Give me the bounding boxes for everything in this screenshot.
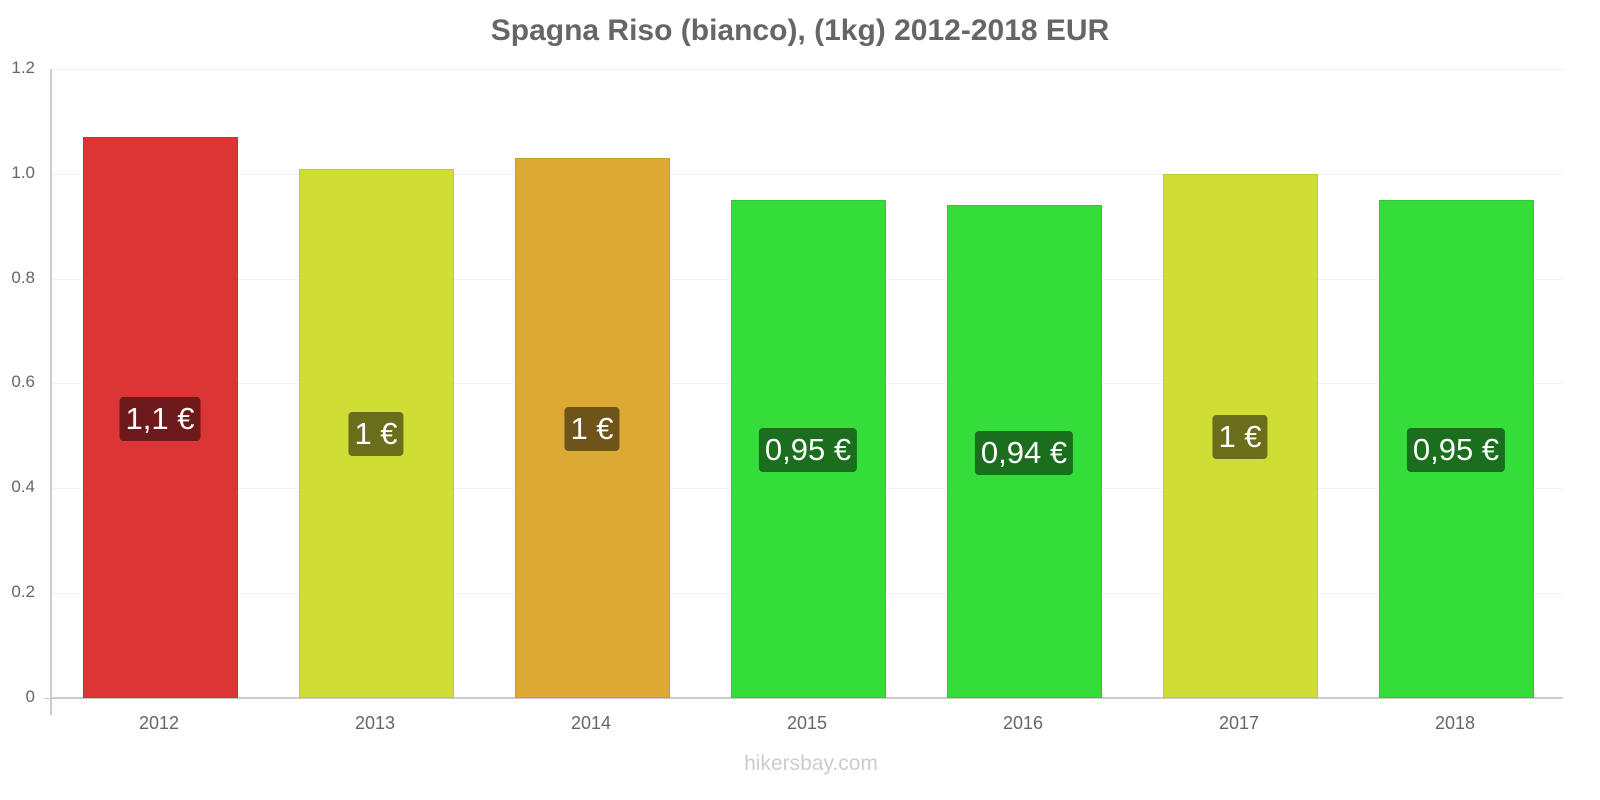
bar-2015[interactable]: 0,95 €: [730, 200, 886, 698]
bar-value-label: 1 €: [348, 412, 404, 457]
bar-value-label: 0,95 €: [1406, 427, 1506, 472]
bar-value-label: 1 €: [1212, 414, 1268, 459]
x-axis-line: [51, 697, 1563, 699]
bar-value-label: 1 €: [564, 407, 620, 452]
x-tick-label: 2013: [354, 713, 396, 733]
y-tick-label: 0.4: [11, 477, 35, 496]
x-tick-label: 2012: [138, 713, 180, 733]
y-tick-mark: [44, 698, 51, 699]
chart-title: Spagna Riso (bianco), (1kg) 2012-2018 EU…: [490, 14, 1110, 47]
y-axis-line: [50, 69, 52, 715]
y-tick-label: 1.2: [11, 58, 35, 77]
x-tick-label: 2017: [1218, 713, 1260, 733]
y-tick-label: 0.8: [11, 268, 35, 287]
bar-2014[interactable]: 1 €: [514, 158, 670, 698]
y-tick-label: 0.2: [11, 582, 35, 601]
bar-value-label: 0,95 €: [758, 427, 858, 472]
bar-value-label: 1,1 €: [119, 396, 201, 441]
bar-2018[interactable]: 0,95 €: [1378, 200, 1534, 698]
watermark: hikersbay.com: [744, 752, 878, 775]
bar-value-label: 0,94 €: [974, 430, 1074, 475]
bar-2016[interactable]: 0,94 €: [946, 205, 1102, 698]
x-tick-label: 2015: [786, 713, 828, 733]
gridline: [51, 69, 1563, 70]
y-tick-label: 1.0: [11, 163, 35, 182]
y-tick-label: 0.6: [11, 372, 35, 391]
x-tick-label: 2018: [1434, 713, 1476, 733]
bar-2013[interactable]: 1 €: [298, 168, 454, 698]
bar-2012[interactable]: 1,1 €: [82, 137, 238, 698]
y-tick-label: 0: [25, 687, 35, 706]
bar-2017[interactable]: 1 €: [1162, 173, 1318, 698]
gridline: [51, 174, 1563, 175]
x-tick-label: 2016: [1002, 713, 1044, 733]
x-tick-label: 2014: [570, 713, 612, 733]
